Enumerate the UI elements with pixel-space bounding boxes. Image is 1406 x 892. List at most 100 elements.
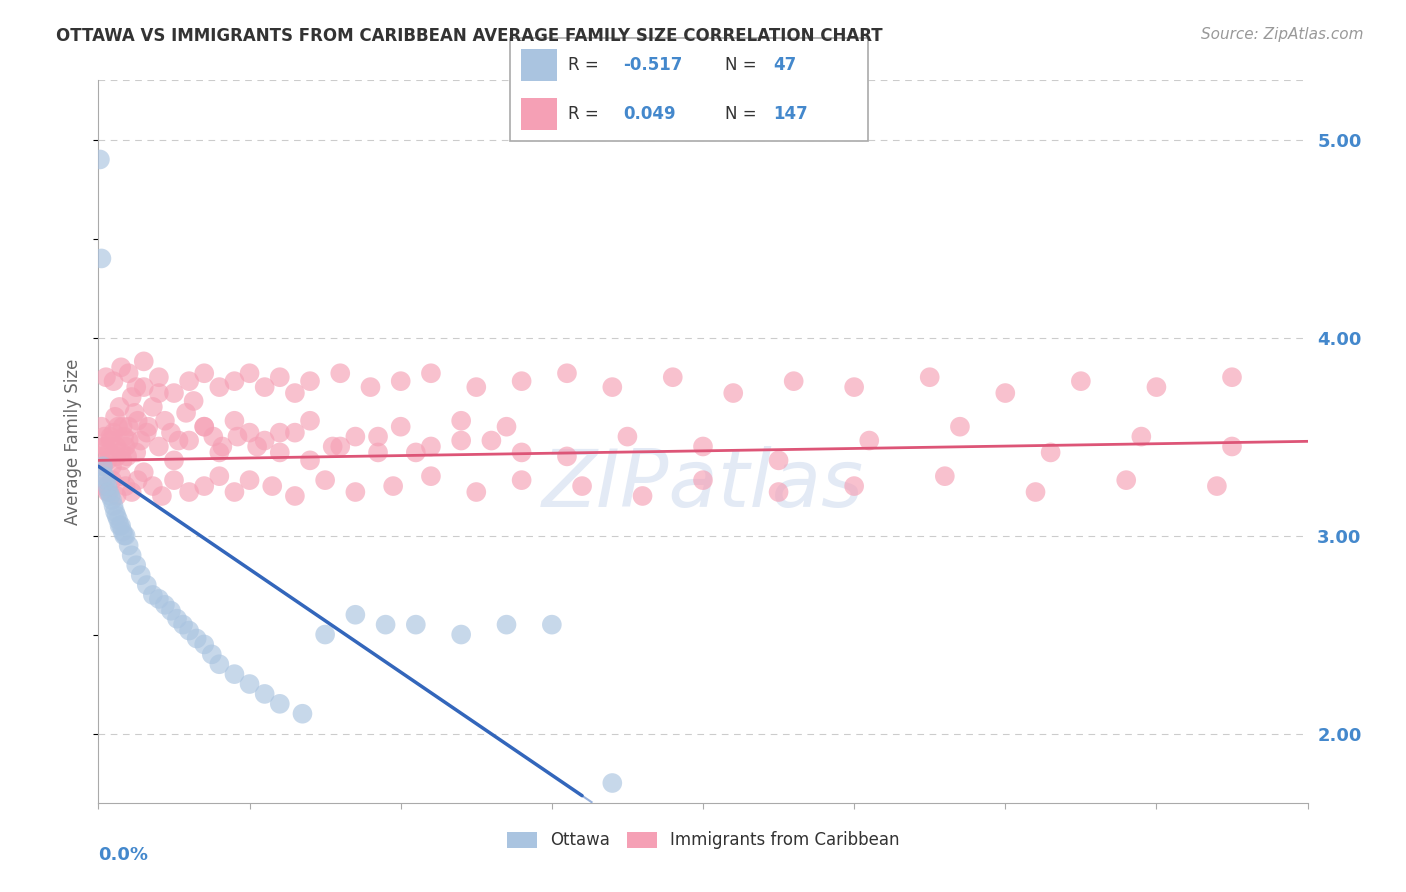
Point [246,440,269,454]
Point [112,429,135,443]
Point [118,434,141,448]
Point [142,400,165,414]
Point [111,524,134,539]
Point [768,453,790,467]
Point [98,485,121,500]
Point [103,425,125,440]
Point [127,473,149,487]
Point [269,425,291,440]
Point [132,465,155,479]
Point [465,485,488,500]
Point [125,380,148,394]
Point [405,445,427,459]
Point [160,425,183,440]
Point [360,380,382,394]
Point [132,354,155,368]
Point [167,434,190,448]
Text: 0.0%: 0.0% [98,847,149,864]
Point [329,440,352,454]
Point [1220,440,1243,454]
Point [540,617,562,632]
Point [104,505,127,519]
Point [1206,479,1229,493]
Point [121,390,143,404]
Point [420,366,443,380]
Point [239,677,262,691]
Point [299,374,322,388]
Point [93,429,115,443]
Point [269,370,291,384]
Point [100,434,122,448]
Point [239,473,262,487]
Point [202,429,225,443]
Point [329,366,352,380]
Point [949,419,972,434]
Point [1039,445,1062,459]
Point [510,473,533,487]
Point [481,434,503,448]
Point [314,473,336,487]
Point [153,598,176,612]
Point [118,366,141,380]
Point [420,440,443,454]
Point [661,370,683,384]
Point [253,434,276,448]
Point [262,479,284,493]
Point [420,469,443,483]
Point [89,450,111,464]
Point [94,473,117,487]
Text: -0.517: -0.517 [623,55,682,73]
Point [208,657,231,672]
Point [91,459,114,474]
Point [208,445,231,459]
Point [934,469,956,483]
Point [284,386,307,401]
Point [111,419,134,434]
Point [1144,380,1167,394]
Point [107,419,129,434]
Point [179,434,201,448]
Point [844,479,866,493]
Bar [520,48,557,80]
Point [103,499,125,513]
Point [124,406,146,420]
Point [299,453,322,467]
Point [284,489,307,503]
Point [239,425,262,440]
Point [226,429,249,443]
Point [163,453,186,467]
Point [89,153,111,167]
Point [115,450,138,464]
Point [322,440,344,454]
Point [125,558,148,573]
Point [114,528,136,542]
FancyBboxPatch shape [510,37,868,141]
Point [510,445,533,459]
Point [224,485,246,500]
Point [193,419,215,434]
Point [211,440,233,454]
Point [858,434,880,448]
Text: R =: R = [568,55,605,73]
Point [148,386,170,401]
Point [616,429,638,443]
Point [367,445,389,459]
Point [201,648,224,662]
Point [121,549,143,563]
Point [136,419,159,434]
Point [96,479,118,493]
Point [253,380,276,394]
Point [114,479,136,493]
Point [148,370,170,384]
Point [110,360,132,375]
Point [555,366,578,380]
Point [571,479,593,493]
Point [96,485,118,500]
Point [105,508,128,523]
Point [918,370,941,384]
Point [495,419,517,434]
Point [93,469,115,483]
Point [172,617,194,632]
Point [121,485,143,500]
Point [111,453,134,467]
